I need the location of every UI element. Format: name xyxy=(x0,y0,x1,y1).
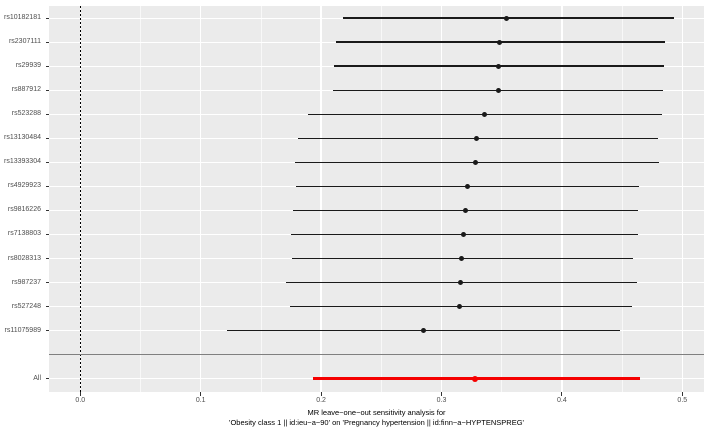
y-axis-label-rs887912: rs887912 xyxy=(11,86,41,94)
separator-line xyxy=(49,354,704,356)
x-axis-tick xyxy=(561,392,563,396)
y-axis-tick xyxy=(45,41,49,43)
zero-reference-line xyxy=(79,6,81,392)
y-axis: rs10182181 rs2307111 rs29939 rs887912 rs5232… xyxy=(0,6,49,392)
x-axis: 0.0 0.1 0.2 0.3 0.4 0.5 xyxy=(49,392,708,408)
y-axis-tick xyxy=(45,233,49,235)
point-rs887912 xyxy=(495,87,501,93)
x-axis-label-0.4: 0.4 xyxy=(557,397,567,404)
x-axis-label-0.2: 0.2 xyxy=(316,397,326,404)
gridline-minor xyxy=(380,6,382,392)
point-rs13130484 xyxy=(473,135,479,141)
x-axis-tick xyxy=(79,392,81,396)
gridline-minor xyxy=(621,6,623,392)
y-axis-label-rs13393304: rs13393304 xyxy=(4,158,41,166)
x-axis-label-0.3: 0.3 xyxy=(436,397,447,404)
axis-title-line-2: 'Obesity class 1 || id:ieu−a−90' on 'Pre… xyxy=(229,418,524,427)
x-axis-label-0.5: 0.5 xyxy=(677,397,688,404)
y-axis-tick xyxy=(45,137,49,139)
y-axis-label-rs987237: rs987237 xyxy=(11,278,41,286)
y-axis-label-rs527248: rs527248 xyxy=(11,302,41,310)
y-axis-label-rs4929923: rs4929923 xyxy=(7,182,41,190)
y-axis-label-rs13130484: rs13130484 xyxy=(4,134,41,142)
y-axis-tick xyxy=(45,17,49,19)
y-axis-tick xyxy=(45,161,49,163)
point-rs13393304 xyxy=(472,159,478,165)
point-rs4929923 xyxy=(465,183,471,189)
point-rs987237 xyxy=(458,280,464,286)
gridline-major xyxy=(320,6,322,392)
axis-title-line-1: MR leave−one−out sensitivity analysis fo… xyxy=(307,408,446,417)
y-axis-tick xyxy=(45,378,49,380)
gridline-minor xyxy=(501,6,503,392)
point-rs527248 xyxy=(457,304,463,310)
gridline-minor xyxy=(260,6,262,392)
y-axis-label-rs523288: rs523288 xyxy=(11,110,41,118)
point-rs7138803 xyxy=(460,231,466,237)
x-axis-tick xyxy=(681,392,683,396)
y-axis-label-rs29939: rs29939 xyxy=(15,62,41,70)
x-axis-tick xyxy=(200,392,202,396)
y-axis-label-rs2307111: rs2307111 xyxy=(8,38,41,46)
y-axis-label-rs7138803: rs7138803 xyxy=(7,230,41,238)
point-rs8028313 xyxy=(459,256,465,261)
y-axis-label-rs11075989: rs11075989 xyxy=(4,326,41,334)
x-axis-tick xyxy=(441,392,442,396)
y-axis-label-rs9816226: rs9816226 xyxy=(7,206,41,214)
gridline-major xyxy=(561,6,563,392)
y-axis-tick xyxy=(45,65,49,67)
y-axis-tick xyxy=(45,330,49,332)
plot-panel xyxy=(49,6,704,392)
y-axis-tick xyxy=(45,209,49,211)
y-axis-tick xyxy=(45,185,49,187)
y-axis-tick xyxy=(45,89,49,91)
y-axis-label-All: All xyxy=(33,374,41,382)
point-rs29939 xyxy=(495,63,501,69)
gridline-minor xyxy=(140,6,141,392)
x-axis-label-0.0: 0.0 xyxy=(75,397,86,404)
point-rs10182181 xyxy=(504,15,510,21)
gridline-major xyxy=(440,6,443,392)
y-axis-tick xyxy=(45,306,49,308)
point-rs9816226 xyxy=(463,207,469,213)
x-axis-tick xyxy=(320,392,322,396)
y-axis-tick xyxy=(45,282,49,284)
point-rs2307111 xyxy=(496,39,502,45)
point-rs523288 xyxy=(482,111,488,117)
y-axis-tick xyxy=(45,258,49,259)
x-axis-title: MR leave−one−out sensitivity analysis fo… xyxy=(49,408,704,428)
point-All xyxy=(471,375,479,382)
gridline-major xyxy=(200,6,202,392)
gridline-major xyxy=(681,6,683,392)
x-axis-label-0.1: 0.1 xyxy=(195,397,206,404)
y-axis-label-rs8028313: rs8028313 xyxy=(7,254,41,262)
point-rs11075989 xyxy=(420,328,426,334)
y-axis-tick xyxy=(45,113,49,115)
y-axis-label-rs10182181: rs10182181 xyxy=(4,14,41,21)
